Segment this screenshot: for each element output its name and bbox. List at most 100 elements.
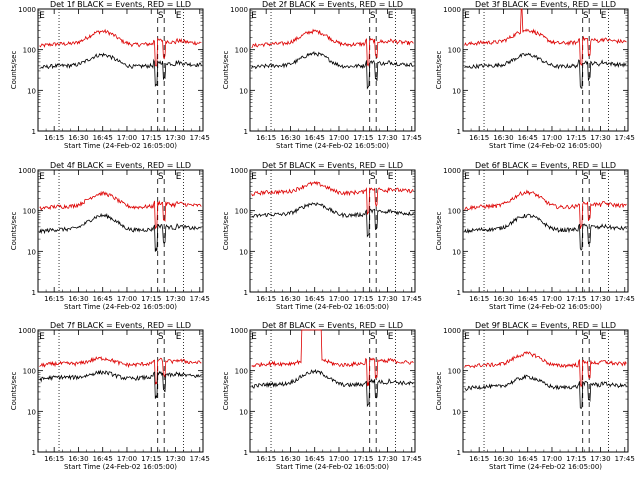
x-tick-label: 17:30 <box>377 295 397 303</box>
x-tick-label: 17:00 <box>542 295 562 303</box>
marker-label: E <box>39 11 45 21</box>
chart-panel-4: Det 4f BLACK = Events, RED = LLD 1 10 100 10… <box>10 161 210 311</box>
x-tick-label: 16:15 <box>256 455 276 463</box>
x-tick-label: 16:30 <box>280 455 300 463</box>
x-tick-label: 17:30 <box>377 455 397 463</box>
lld-series-line <box>251 28 414 67</box>
chart-panel-7: Det 7f BLACK = Events, RED = LLD 1 10 100 10… <box>10 321 210 471</box>
x-tick-label: 16:15 <box>469 295 489 303</box>
events-series-line <box>251 202 414 238</box>
marker-label: E <box>39 172 45 182</box>
plot-frame <box>249 169 416 293</box>
chart-title: Det 4f BLACK = Events, RED = LLD <box>50 161 191 170</box>
chart-title: Det 1f BLACK = Events, RED = LLD <box>50 0 191 9</box>
x-axis-label: Start Time (24-Feb-02 16:05:00) <box>489 463 602 471</box>
x-tick-label: 16:45 <box>93 134 113 142</box>
x-axis-label: Start Time (24-Feb-02 16:05:00) <box>64 142 177 150</box>
x-tick-label: 17:30 <box>165 455 185 463</box>
y-tick-label: 1000 <box>18 327 36 335</box>
chart-panel-6: Det 6f BLACK = Events, RED = LLD 1 10 100 10… <box>435 161 635 311</box>
y-tick-label: 10 <box>239 248 248 256</box>
marker-label: E <box>176 11 182 21</box>
plot-frame <box>462 8 629 132</box>
y-tick-label: 1 <box>457 449 461 457</box>
x-tick-label: 17:45 <box>615 455 635 463</box>
x-tick-label: 17:45 <box>190 134 210 142</box>
y-tick-label: 1 <box>32 449 36 457</box>
x-tick-label: 17:15 <box>353 295 373 303</box>
marker-label: E <box>176 172 182 182</box>
x-tick-label: 17:30 <box>377 134 397 142</box>
events-series-line <box>464 374 627 410</box>
marker-label: E <box>601 332 607 342</box>
y-tick-label: 1 <box>457 128 461 136</box>
x-tick-label: 17:45 <box>402 455 422 463</box>
chart-title: Det 2f BLACK = Events, RED = LLD <box>262 0 403 9</box>
chart-panel-1: Det 1f BLACK = Events, RED = LLD 1 10 100 10… <box>10 0 210 150</box>
y-axis-label: Counts/sec <box>10 212 18 251</box>
y-tick-label: 100 <box>23 368 36 376</box>
x-tick-label: 16:45 <box>518 455 538 463</box>
events-series-line <box>39 369 202 399</box>
x-axis-label: Start Time (24-Feb-02 16:05:00) <box>276 303 389 311</box>
marker-label: E <box>601 11 607 21</box>
x-axis-label: Start Time (24-Feb-02 16:05:00) <box>276 142 389 150</box>
x-tick-label: 17:00 <box>117 134 137 142</box>
x-tick-label: 17:00 <box>329 295 349 303</box>
x-tick-label: 16:15 <box>44 295 64 303</box>
y-tick-label: 1000 <box>443 167 461 175</box>
x-tick-label: 16:45 <box>518 295 538 303</box>
y-tick-label: 1000 <box>18 6 36 14</box>
y-tick-label: 100 <box>235 47 248 55</box>
lld-series-line <box>464 189 627 230</box>
x-tick-label: 16:30 <box>493 295 513 303</box>
y-tick-label: 1000 <box>18 167 36 175</box>
lld-series-line <box>39 356 202 385</box>
lld-series-line <box>39 190 202 230</box>
x-tick-label: 17:30 <box>590 455 610 463</box>
x-tick-label: 17:00 <box>117 295 137 303</box>
y-tick-label: 1000 <box>443 327 461 335</box>
y-tick-label: 100 <box>23 208 36 216</box>
y-tick-label: 10 <box>27 248 36 256</box>
lld-series-line <box>251 329 414 387</box>
y-tick-label: 1 <box>32 128 36 136</box>
x-axis-label: Start Time (24-Feb-02 16:05:00) <box>489 303 602 311</box>
marker-label: E <box>251 172 257 182</box>
marker-label: E <box>388 332 394 342</box>
y-axis-label: Counts/sec <box>435 51 443 90</box>
y-tick-label: 10 <box>239 87 248 95</box>
y-tick-label: 10 <box>27 87 36 95</box>
x-tick-label: 17:15 <box>141 455 161 463</box>
lld-series-line <box>464 8 627 66</box>
chart-panel-5: Det 5f BLACK = Events, RED = LLD 1 10 100 10… <box>222 161 422 311</box>
y-tick-label: 100 <box>448 208 461 216</box>
marker-label: E <box>251 332 257 342</box>
y-tick-label: 1000 <box>230 6 248 14</box>
plot-frame <box>37 8 204 132</box>
y-tick-label: 1 <box>244 128 248 136</box>
chart-title: Det 5f BLACK = Events, RED = LLD <box>262 161 403 170</box>
x-tick-label: 17:45 <box>615 295 635 303</box>
events-series-line <box>39 212 202 252</box>
x-tick-label: 16:30 <box>280 295 300 303</box>
marker-label: E <box>464 332 470 342</box>
x-tick-label: 17:30 <box>590 295 610 303</box>
y-tick-label: 1000 <box>230 167 248 175</box>
y-axis-label: Counts/sec <box>222 372 230 411</box>
marker-label: S <box>370 172 376 182</box>
x-tick-label: 17:15 <box>353 455 373 463</box>
x-tick-label: 17:45 <box>190 295 210 303</box>
x-tick-label: 17:15 <box>141 295 161 303</box>
x-tick-label: 17:00 <box>542 134 562 142</box>
x-tick-label: 16:15 <box>469 134 489 142</box>
plot-frame <box>462 169 629 293</box>
x-tick-label: 16:30 <box>68 134 88 142</box>
marker-label: E <box>464 172 470 182</box>
marker-label: E <box>388 172 394 182</box>
y-tick-label: 1 <box>244 449 248 457</box>
marker-label: S <box>583 172 589 182</box>
chart-title: Det 6f BLACK = Events, RED = LLD <box>475 161 616 170</box>
marker-label: S <box>158 11 164 21</box>
